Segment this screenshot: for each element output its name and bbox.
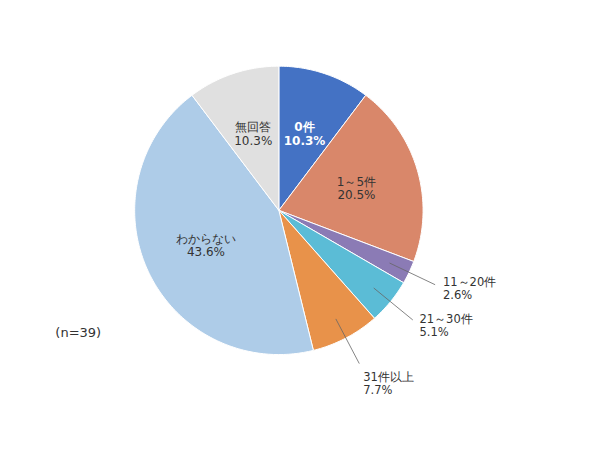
svg-text:11～20件2.6%: 11～20件2.6% [443, 275, 496, 302]
svg-text:わからない43.6%: わからない43.6% [176, 232, 236, 260]
svg-text:0件10.3%: 0件10.3% [284, 120, 326, 148]
svg-text:1～5件20.5%: 1～5件20.5% [337, 175, 376, 203]
svg-text:21～30件5.1%: 21～30件5.1% [419, 312, 472, 339]
svg-text:(n=39): (n=39) [55, 325, 101, 340]
svg-text:無回答10.3%: 無回答10.3% [234, 120, 272, 148]
svg-text:31件以上7.7%: 31件以上7.7% [363, 370, 414, 397]
